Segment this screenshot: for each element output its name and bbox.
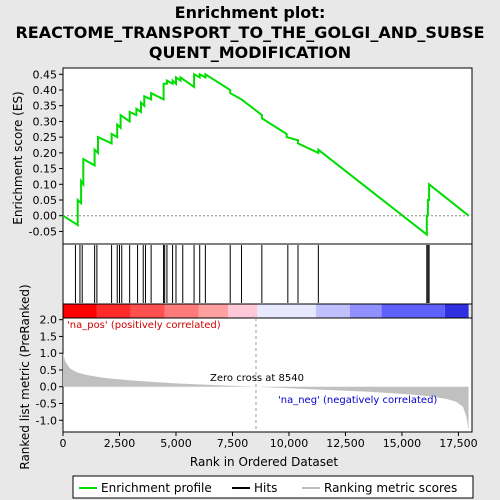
es-y-tick-label: 0.00 (33, 210, 58, 223)
heat-bar-segment (257, 304, 317, 318)
es-panel: -0.05 0.00 0.05 0.10 0.15 0.20 0.25 0.30 0.35 0.4… (11, 67, 473, 245)
negative-correlation-label: 'na_neg' (negatively correlated) (278, 395, 437, 406)
rank-y-axis-label: Ranked list metric (PreRanked) (18, 284, 32, 469)
es-y-tick-label: 0.05 (33, 194, 58, 207)
ranking-heat-bar (62, 303, 473, 319)
x-axis: 0 2,500 5,000 7,500 10,000 12,500 15,000 17,500 (60, 432, 478, 450)
es-y-tick-label: 0.30 (33, 115, 58, 128)
heat-bar-segment (198, 304, 228, 318)
es-y-tick-label: 0.35 (33, 100, 58, 113)
heat-bar-segment (316, 304, 350, 318)
x-tick-label: 10,000 (270, 437, 309, 450)
x-tick-label: 5,000 (160, 437, 192, 450)
enrichment-profile-line (62, 72, 470, 237)
rank-y-tick-label: -0.5 (36, 398, 57, 411)
legend: Enrichment profile Hits Ranking metric s… (72, 475, 474, 499)
hits-plot-area (62, 243, 473, 305)
es-y-tick-label: 0.10 (33, 178, 58, 191)
x-tick-label: 7,500 (217, 437, 249, 450)
legend-box (72, 475, 474, 499)
chart-title-line-3: QUENT_MODIFICATION (149, 43, 351, 62)
ranking-metric-area (63, 353, 469, 431)
es-y-tick-label: 0.15 (33, 163, 58, 176)
hit-markers (74, 245, 430, 303)
es-y-axis-label: Enrichment score (ES) (11, 91, 25, 224)
heat-bar-segment (164, 304, 199, 318)
rank-y-tick-label: 2.0 (40, 314, 58, 327)
heat-bar-segment (227, 304, 258, 318)
es-plot-area (62, 67, 473, 245)
es-y-tick-label: 0.40 (33, 84, 58, 97)
x-axis-label: Rank in Ordered Dataset (190, 455, 338, 469)
rank-y-axis: -1.0 -0.5 0.0 0.5 1.0 1.5 2.0 (36, 314, 63, 427)
es-y-tick-label: -0.05 (29, 225, 57, 238)
rank-y-tick-label: -1.0 (36, 414, 57, 427)
heat-bar-segment (444, 304, 469, 318)
hits-panel (62, 243, 473, 305)
heat-bar-segment (96, 304, 131, 318)
x-tick-label: 12,500 (326, 437, 365, 450)
legend-label-ranking-metric-scores: Ranking metric scores (324, 481, 457, 495)
zero-cross-label: Zero cross at 8540 (210, 373, 304, 384)
positive-correlation-label: 'na_pos' (positively correlated) (67, 320, 221, 331)
heat-bar-segment (130, 304, 165, 318)
rank-y-tick-label: 1.0 (40, 347, 58, 360)
legend-label-hits: Hits (254, 481, 277, 495)
x-tick-label: 2,500 (104, 437, 136, 450)
x-tick-label: 15,000 (383, 437, 422, 450)
chart-title-line-1: Enrichment plot: (175, 3, 326, 22)
es-y-axis: -0.05 0.00 0.05 0.10 0.15 0.20 0.25 0.30 0.35 0.4… (29, 68, 63, 238)
rank-metric-panel: -1.0 -0.5 0.0 0.5 1.0 1.5 2.0 'na_pos' (positi… (18, 284, 473, 470)
es-y-tick-label: 0.20 (33, 147, 58, 160)
x-tick-label: 17,500 (439, 437, 478, 450)
heat-bar-segment (381, 304, 445, 318)
x-tick-label: 0 (60, 437, 67, 450)
rank-y-tick-label: 0.0 (40, 381, 58, 394)
es-y-tick-label: 0.25 (33, 131, 58, 144)
rank-y-tick-label: 0.5 (40, 364, 58, 377)
legend-label-enrichment-profile: Enrichment profile (101, 481, 212, 495)
rank-plot-area (62, 317, 473, 433)
chart-title-line-2: REACTOME_TRANSPORT_TO_THE_GOLGI_AND_SUBS… (15, 23, 484, 42)
heat-bar-segment (63, 304, 97, 318)
rank-y-tick-label: 1.5 (40, 330, 58, 343)
heat-bar-segment (349, 304, 382, 318)
es-y-tick-label: 0.45 (33, 68, 58, 81)
